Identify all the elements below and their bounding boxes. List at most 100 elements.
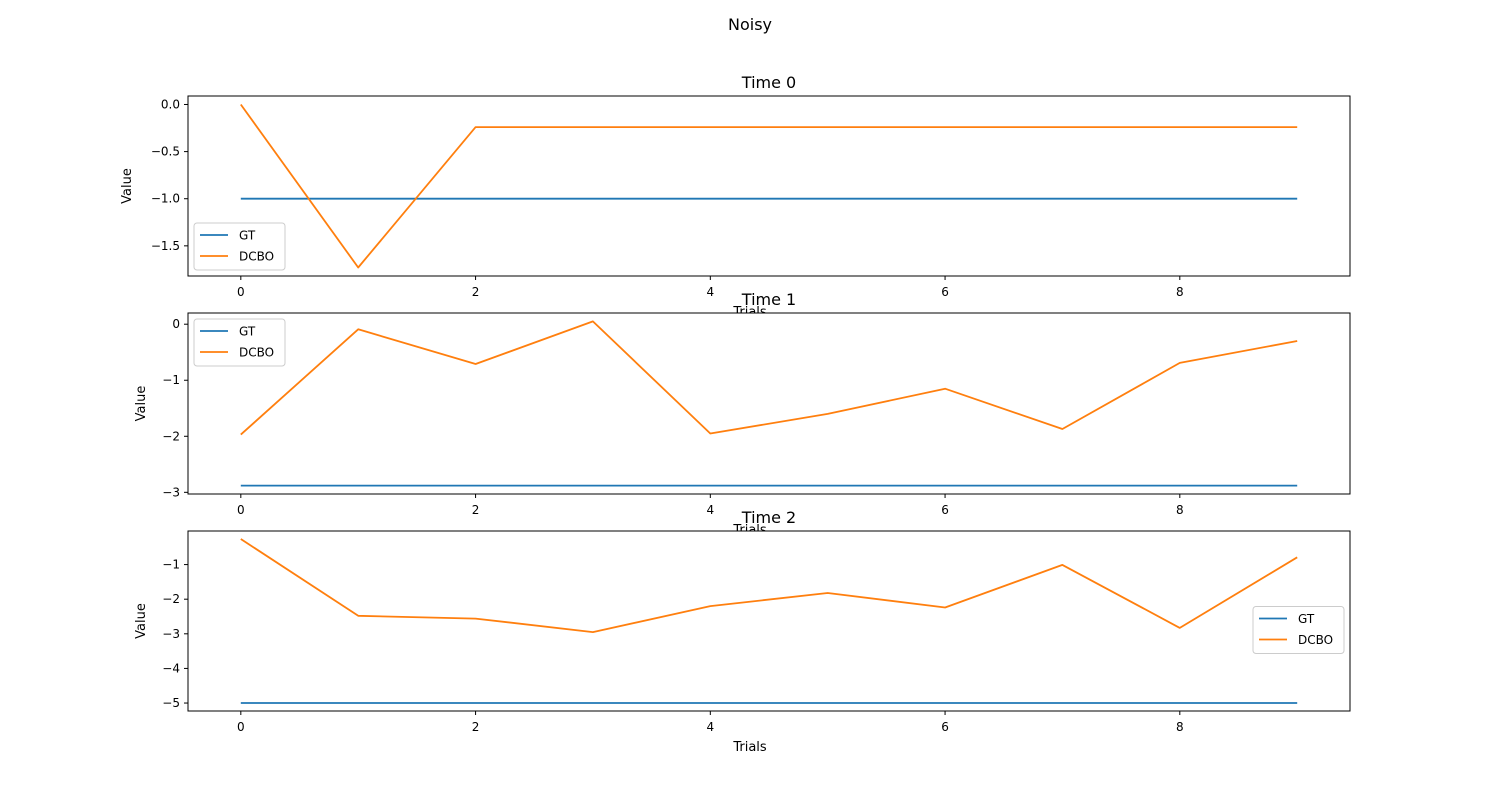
series-line-dcbo [240, 103, 1298, 269]
x-tick-label: 2 [472, 503, 480, 517]
data-point-dcbo [826, 412, 829, 415]
data-point-gt [357, 702, 360, 705]
data-point-gt [1061, 197, 1064, 200]
legend-label-gt: GT [239, 325, 256, 339]
figure-suptitle: Noisy [728, 15, 772, 34]
data-point-gt [709, 484, 712, 487]
x-tick-label: 0 [237, 720, 245, 734]
data-point-gt [944, 702, 947, 705]
y-tick-label: 0 [172, 317, 180, 331]
data-point-dcbo [239, 537, 242, 540]
x-tick-label: 6 [941, 285, 949, 299]
data-point-gt [709, 197, 712, 200]
data-point-gt [591, 484, 594, 487]
series-line-dcbo [240, 538, 1298, 633]
data-point-gt [826, 484, 829, 487]
data-point-dcbo [474, 617, 477, 620]
data-point-gt [1296, 702, 1299, 705]
data-point-dcbo [591, 126, 594, 129]
y-tick-label: −4 [162, 661, 180, 675]
data-point-dcbo [1178, 361, 1181, 364]
series-line-dcbo [240, 320, 1298, 436]
data-point-gt [357, 197, 360, 200]
x-axis-label: Trials [732, 740, 767, 755]
data-point-dcbo [357, 328, 360, 331]
data-point-gt [1178, 484, 1181, 487]
legend: GT DCBO [193, 318, 286, 367]
data-point-dcbo [239, 433, 242, 436]
subplot-title: Time 2 [741, 508, 796, 527]
y-tick-label: −1 [162, 373, 180, 387]
data-point-gt [1061, 484, 1064, 487]
legend: GT DCBO [1252, 606, 1345, 654]
data-point-dcbo [709, 126, 712, 129]
y-tick-label: −3 [162, 485, 180, 499]
data-point-gt [1178, 197, 1181, 200]
data-point-dcbo [826, 126, 829, 129]
subplots-container: Time 0 0 2 4 6 8 Trials 0.0 −0.5 −1.0 −1.5 Value GT D… [120, 73, 1351, 755]
y-tick-label: −1.5 [151, 239, 180, 253]
data-point-gt [239, 197, 242, 200]
legend-label-dcbo: DCBO [1298, 633, 1333, 647]
y-axis-label: Value [120, 168, 135, 204]
y-tick-label: −2 [162, 429, 180, 443]
legend-label-gt: GT [239, 229, 256, 243]
data-point-gt [1296, 484, 1299, 487]
subplot-time-2: Time 2 0 2 4 6 8 Trials −1 −2 −3 −4 −5 Value GT DCBO [134, 508, 1351, 755]
data-point-dcbo [357, 266, 360, 269]
data-point-dcbo [474, 126, 477, 129]
x-tick-label: 8 [1176, 720, 1184, 734]
x-tick-label: 6 [941, 720, 949, 734]
data-point-gt [474, 197, 477, 200]
data-point-dcbo [591, 631, 594, 634]
y-tick-label: −1 [162, 558, 180, 572]
data-point-gt [239, 702, 242, 705]
data-point-dcbo [1296, 126, 1299, 129]
data-point-dcbo [357, 614, 360, 617]
subplot-title: Time 1 [741, 290, 796, 309]
x-tick-label: 4 [706, 720, 714, 734]
x-tick-label: 2 [472, 285, 480, 299]
data-point-dcbo [944, 126, 947, 129]
data-point-gt [239, 484, 242, 487]
data-point-gt [944, 197, 947, 200]
data-point-dcbo [1296, 340, 1299, 343]
data-point-dcbo [1178, 126, 1181, 129]
y-tick-label: 0.0 [161, 97, 180, 111]
data-point-gt [944, 484, 947, 487]
data-point-dcbo [826, 591, 829, 594]
legend-label-dcbo: DCBO [239, 250, 274, 264]
axes-frame [187, 530, 1351, 712]
x-tick-label: 0 [237, 503, 245, 517]
x-tick-label: 6 [941, 503, 949, 517]
x-tick-label: 4 [706, 503, 714, 517]
axes-frame [187, 95, 1351, 277]
data-point-dcbo [1178, 626, 1181, 629]
y-axis-label: Value [134, 603, 149, 639]
data-point-dcbo [591, 320, 594, 323]
axes-frame [187, 312, 1351, 495]
y-axis-label: Value [134, 386, 149, 422]
data-point-dcbo [1061, 427, 1064, 430]
data-point-gt [474, 484, 477, 487]
data-point-dcbo [1296, 556, 1299, 559]
data-point-gt [826, 702, 829, 705]
data-point-dcbo [944, 606, 947, 609]
x-tick-label: 2 [472, 720, 480, 734]
data-point-gt [1061, 702, 1064, 705]
y-tick-label: −2 [162, 592, 180, 606]
data-point-gt [1296, 197, 1299, 200]
data-point-dcbo [474, 362, 477, 365]
y-tick-label: −0.5 [151, 145, 180, 159]
data-point-gt [709, 702, 712, 705]
data-point-gt [591, 197, 594, 200]
data-point-dcbo [709, 432, 712, 435]
legend-label-dcbo: DCBO [239, 346, 274, 360]
x-tick-label: 4 [706, 285, 714, 299]
x-tick-label: 8 [1176, 503, 1184, 517]
data-point-gt [826, 197, 829, 200]
data-point-gt [357, 484, 360, 487]
subplot-time-0: Time 002468Trials0.0−0.5−1.0−1.5ValueGTD… [120, 73, 1351, 320]
subplot-title: Time 0 [741, 73, 796, 92]
